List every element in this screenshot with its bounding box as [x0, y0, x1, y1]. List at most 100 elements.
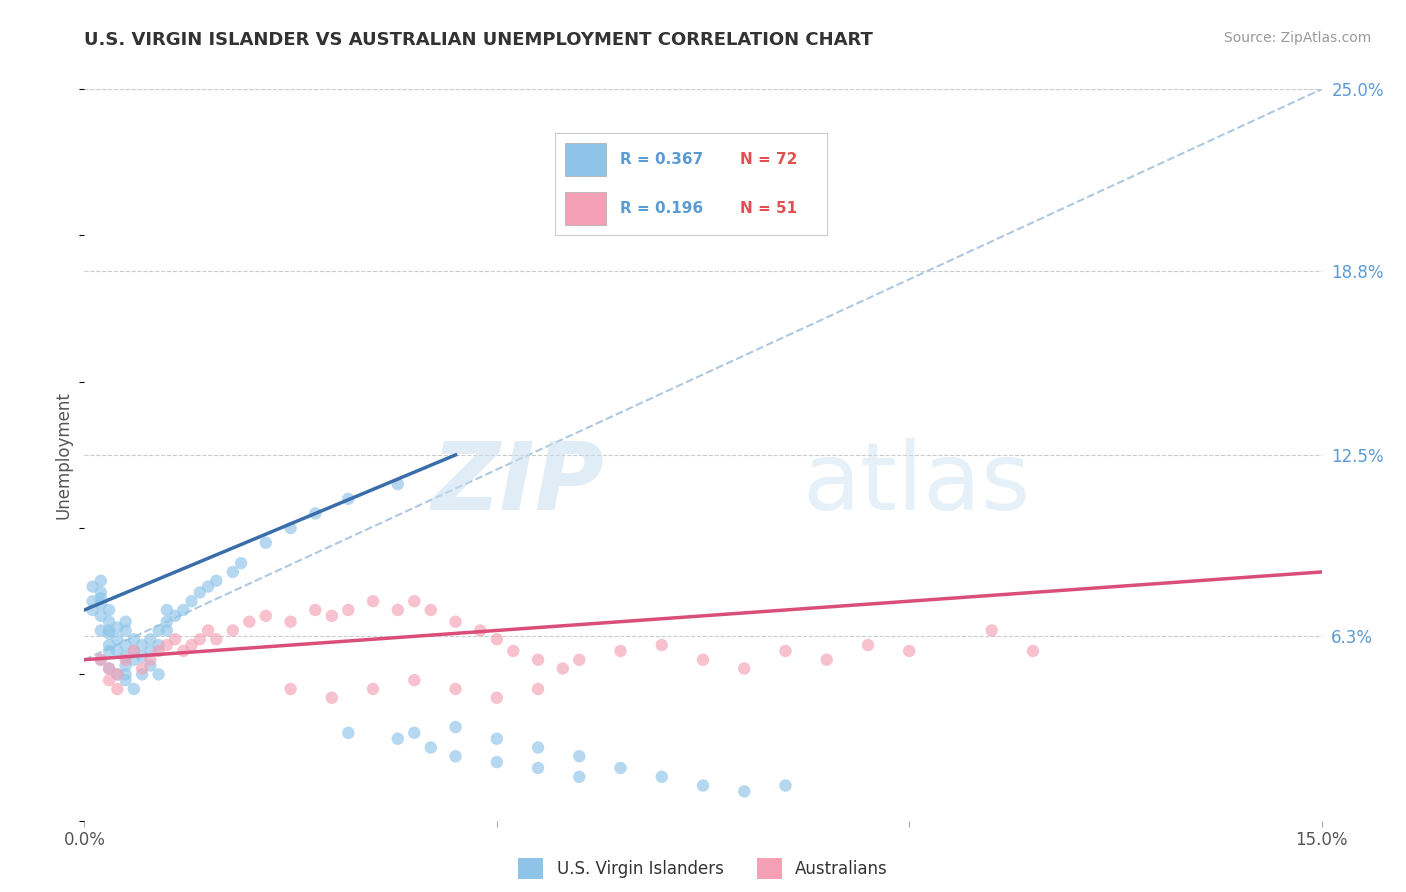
- Point: [205, 574, 228, 588]
- Point: [527, 681, 550, 696]
- Point: [527, 740, 550, 755]
- Point: [238, 615, 260, 629]
- Point: [444, 749, 467, 764]
- Point: [156, 624, 179, 638]
- Point: [90, 624, 112, 638]
- Point: [609, 644, 631, 658]
- Point: [148, 667, 170, 681]
- Bar: [565, 144, 606, 176]
- Point: [139, 632, 162, 647]
- Point: [105, 621, 128, 635]
- Point: [527, 761, 550, 775]
- Point: [172, 603, 194, 617]
- Point: [180, 594, 202, 608]
- Point: [898, 644, 921, 658]
- Point: [280, 615, 302, 629]
- Point: [131, 638, 153, 652]
- Point: [856, 638, 879, 652]
- Point: [122, 681, 145, 696]
- Point: [980, 624, 1002, 638]
- Point: [205, 632, 228, 647]
- Point: [222, 565, 245, 579]
- Point: [197, 580, 219, 594]
- Text: U.S. VIRGIN ISLANDER VS AUSTRALIAN UNEMPLOYMENT CORRELATION CHART: U.S. VIRGIN ISLANDER VS AUSTRALIAN UNEMP…: [84, 31, 873, 49]
- Text: N = 51: N = 51: [740, 202, 797, 217]
- Point: [419, 740, 441, 755]
- Point: [280, 681, 302, 696]
- Point: [98, 624, 121, 638]
- Point: [122, 632, 145, 647]
- Point: [165, 632, 187, 647]
- Point: [131, 649, 153, 664]
- Text: atlas: atlas: [801, 438, 1031, 530]
- Point: [651, 770, 673, 784]
- Text: R = 0.196: R = 0.196: [620, 202, 703, 217]
- Point: [609, 761, 631, 775]
- Point: [485, 731, 508, 746]
- Point: [254, 535, 277, 549]
- Text: N = 72: N = 72: [740, 153, 797, 167]
- Point: [180, 638, 202, 652]
- Point: [105, 632, 128, 647]
- Point: [444, 681, 467, 696]
- Point: [90, 653, 112, 667]
- Point: [114, 667, 136, 681]
- Point: [114, 658, 136, 673]
- Point: [222, 624, 245, 638]
- Point: [105, 644, 128, 658]
- Point: [337, 726, 360, 740]
- Point: [1022, 644, 1045, 658]
- Point: [775, 644, 797, 658]
- Point: [90, 591, 112, 606]
- Point: [197, 624, 219, 638]
- Point: [568, 749, 591, 764]
- Point: [502, 644, 524, 658]
- Point: [114, 615, 136, 629]
- Point: [485, 755, 508, 769]
- Point: [131, 661, 153, 675]
- Point: [444, 615, 467, 629]
- Point: [172, 644, 194, 658]
- Point: [98, 661, 121, 675]
- Point: [131, 667, 153, 681]
- Point: [651, 638, 673, 652]
- Point: [387, 731, 409, 746]
- Point: [419, 603, 441, 617]
- Point: [139, 653, 162, 667]
- Point: [122, 653, 145, 667]
- Point: [304, 507, 326, 521]
- Bar: [565, 193, 606, 226]
- Point: [404, 726, 426, 740]
- Point: [387, 603, 409, 617]
- Point: [304, 603, 326, 617]
- Point: [122, 644, 145, 658]
- Point: [188, 585, 211, 599]
- Text: ZIP: ZIP: [432, 438, 605, 530]
- Point: [90, 608, 112, 623]
- Point: [527, 653, 550, 667]
- Point: [404, 673, 426, 688]
- Point: [280, 521, 302, 535]
- Point: [98, 615, 121, 629]
- Point: [98, 626, 121, 640]
- Point: [114, 673, 136, 688]
- Point: [229, 556, 252, 570]
- Y-axis label: Unemployment: Unemployment: [55, 391, 73, 519]
- Point: [337, 603, 360, 617]
- Point: [90, 574, 112, 588]
- Point: [568, 653, 591, 667]
- Point: [82, 580, 104, 594]
- Point: [254, 608, 277, 623]
- Point: [156, 638, 179, 652]
- Point: [98, 644, 121, 658]
- Point: [692, 779, 714, 793]
- Point: [165, 608, 187, 623]
- Text: R = 0.367: R = 0.367: [620, 153, 703, 167]
- Point: [90, 585, 112, 599]
- Point: [139, 644, 162, 658]
- Point: [156, 615, 179, 629]
- Point: [156, 603, 179, 617]
- Point: [733, 661, 755, 675]
- Point: [485, 632, 508, 647]
- Point: [148, 644, 170, 658]
